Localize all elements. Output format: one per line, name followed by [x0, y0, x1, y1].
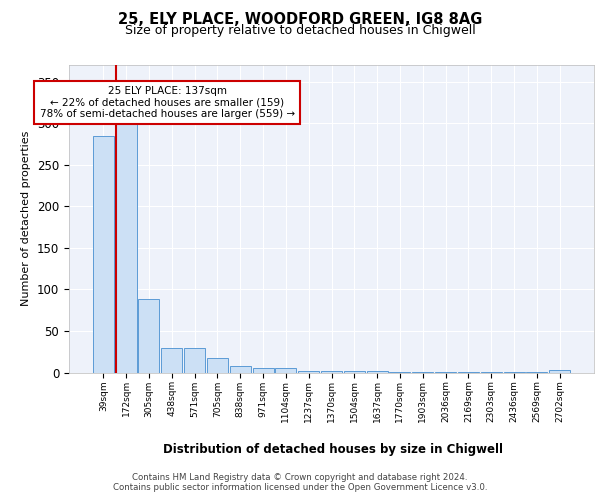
Y-axis label: Number of detached properties: Number of detached properties	[22, 131, 31, 306]
Bar	[367, 371, 388, 372]
Bar	[321, 371, 342, 372]
Bar	[161, 348, 182, 372]
Bar	[139, 300, 160, 372]
Text: Size of property relative to detached houses in Chigwell: Size of property relative to detached ho…	[125, 24, 475, 37]
Bar	[230, 366, 251, 372]
Bar	[116, 98, 137, 372]
Bar	[253, 368, 274, 372]
Bar	[298, 371, 319, 372]
Bar	[207, 358, 228, 372]
Text: Contains HM Land Registry data © Crown copyright and database right 2024.: Contains HM Land Registry data © Crown c…	[132, 472, 468, 482]
Bar	[344, 371, 365, 372]
Bar	[93, 136, 114, 372]
Text: 25, ELY PLACE, WOODFORD GREEN, IG8 8AG: 25, ELY PLACE, WOODFORD GREEN, IG8 8AG	[118, 12, 482, 28]
Text: 25 ELY PLACE: 137sqm
← 22% of detached houses are smaller (159)
78% of semi-deta: 25 ELY PLACE: 137sqm ← 22% of detached h…	[40, 86, 295, 119]
Text: Contains public sector information licensed under the Open Government Licence v3: Contains public sector information licen…	[113, 482, 487, 492]
Bar	[275, 368, 296, 372]
Bar	[549, 370, 570, 372]
Text: Distribution of detached houses by size in Chigwell: Distribution of detached houses by size …	[163, 442, 503, 456]
Bar	[184, 348, 205, 372]
